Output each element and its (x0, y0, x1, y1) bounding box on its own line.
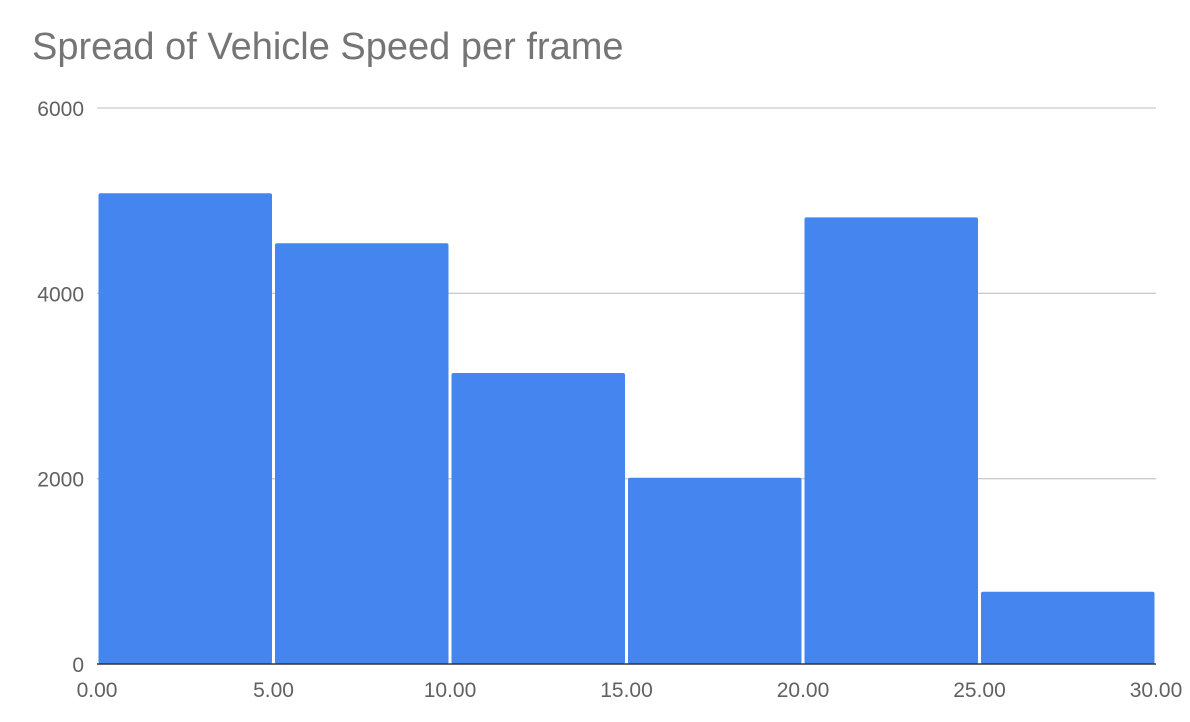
histogram-bar (98, 193, 272, 664)
histogram-bar (275, 243, 449, 664)
y-tick-label: 0 (72, 654, 84, 677)
x-tick-label: 15.00 (600, 679, 653, 702)
y-tick-label: 4000 (37, 283, 84, 306)
histogram-bar (804, 217, 978, 664)
histogram-bar (981, 591, 1155, 664)
x-axis-ticks: 0.00 5.00 10.00 15.00 20.00 25.00 30.00 (77, 679, 1183, 702)
x-tick-label: 5.00 (253, 679, 294, 702)
x-tick-label: 10.00 (424, 679, 477, 702)
histogram-bar (628, 477, 802, 664)
x-tick-label: 30.00 (1130, 679, 1183, 702)
histogram-bar (451, 373, 625, 664)
gridlines (97, 107, 1156, 480)
y-tick-label: 6000 (37, 98, 84, 121)
x-tick-label: 0.00 (77, 679, 118, 702)
x-tick-label: 20.00 (777, 679, 830, 702)
x-tick-label: 25.00 (953, 679, 1006, 702)
y-axis-ticks: 0 2000 4000 6000 (37, 98, 84, 677)
y-tick-label: 2000 (37, 469, 84, 492)
histogram-bars (98, 193, 1155, 664)
chart-title: Spread of Vehicle Speed per frame (32, 26, 624, 68)
